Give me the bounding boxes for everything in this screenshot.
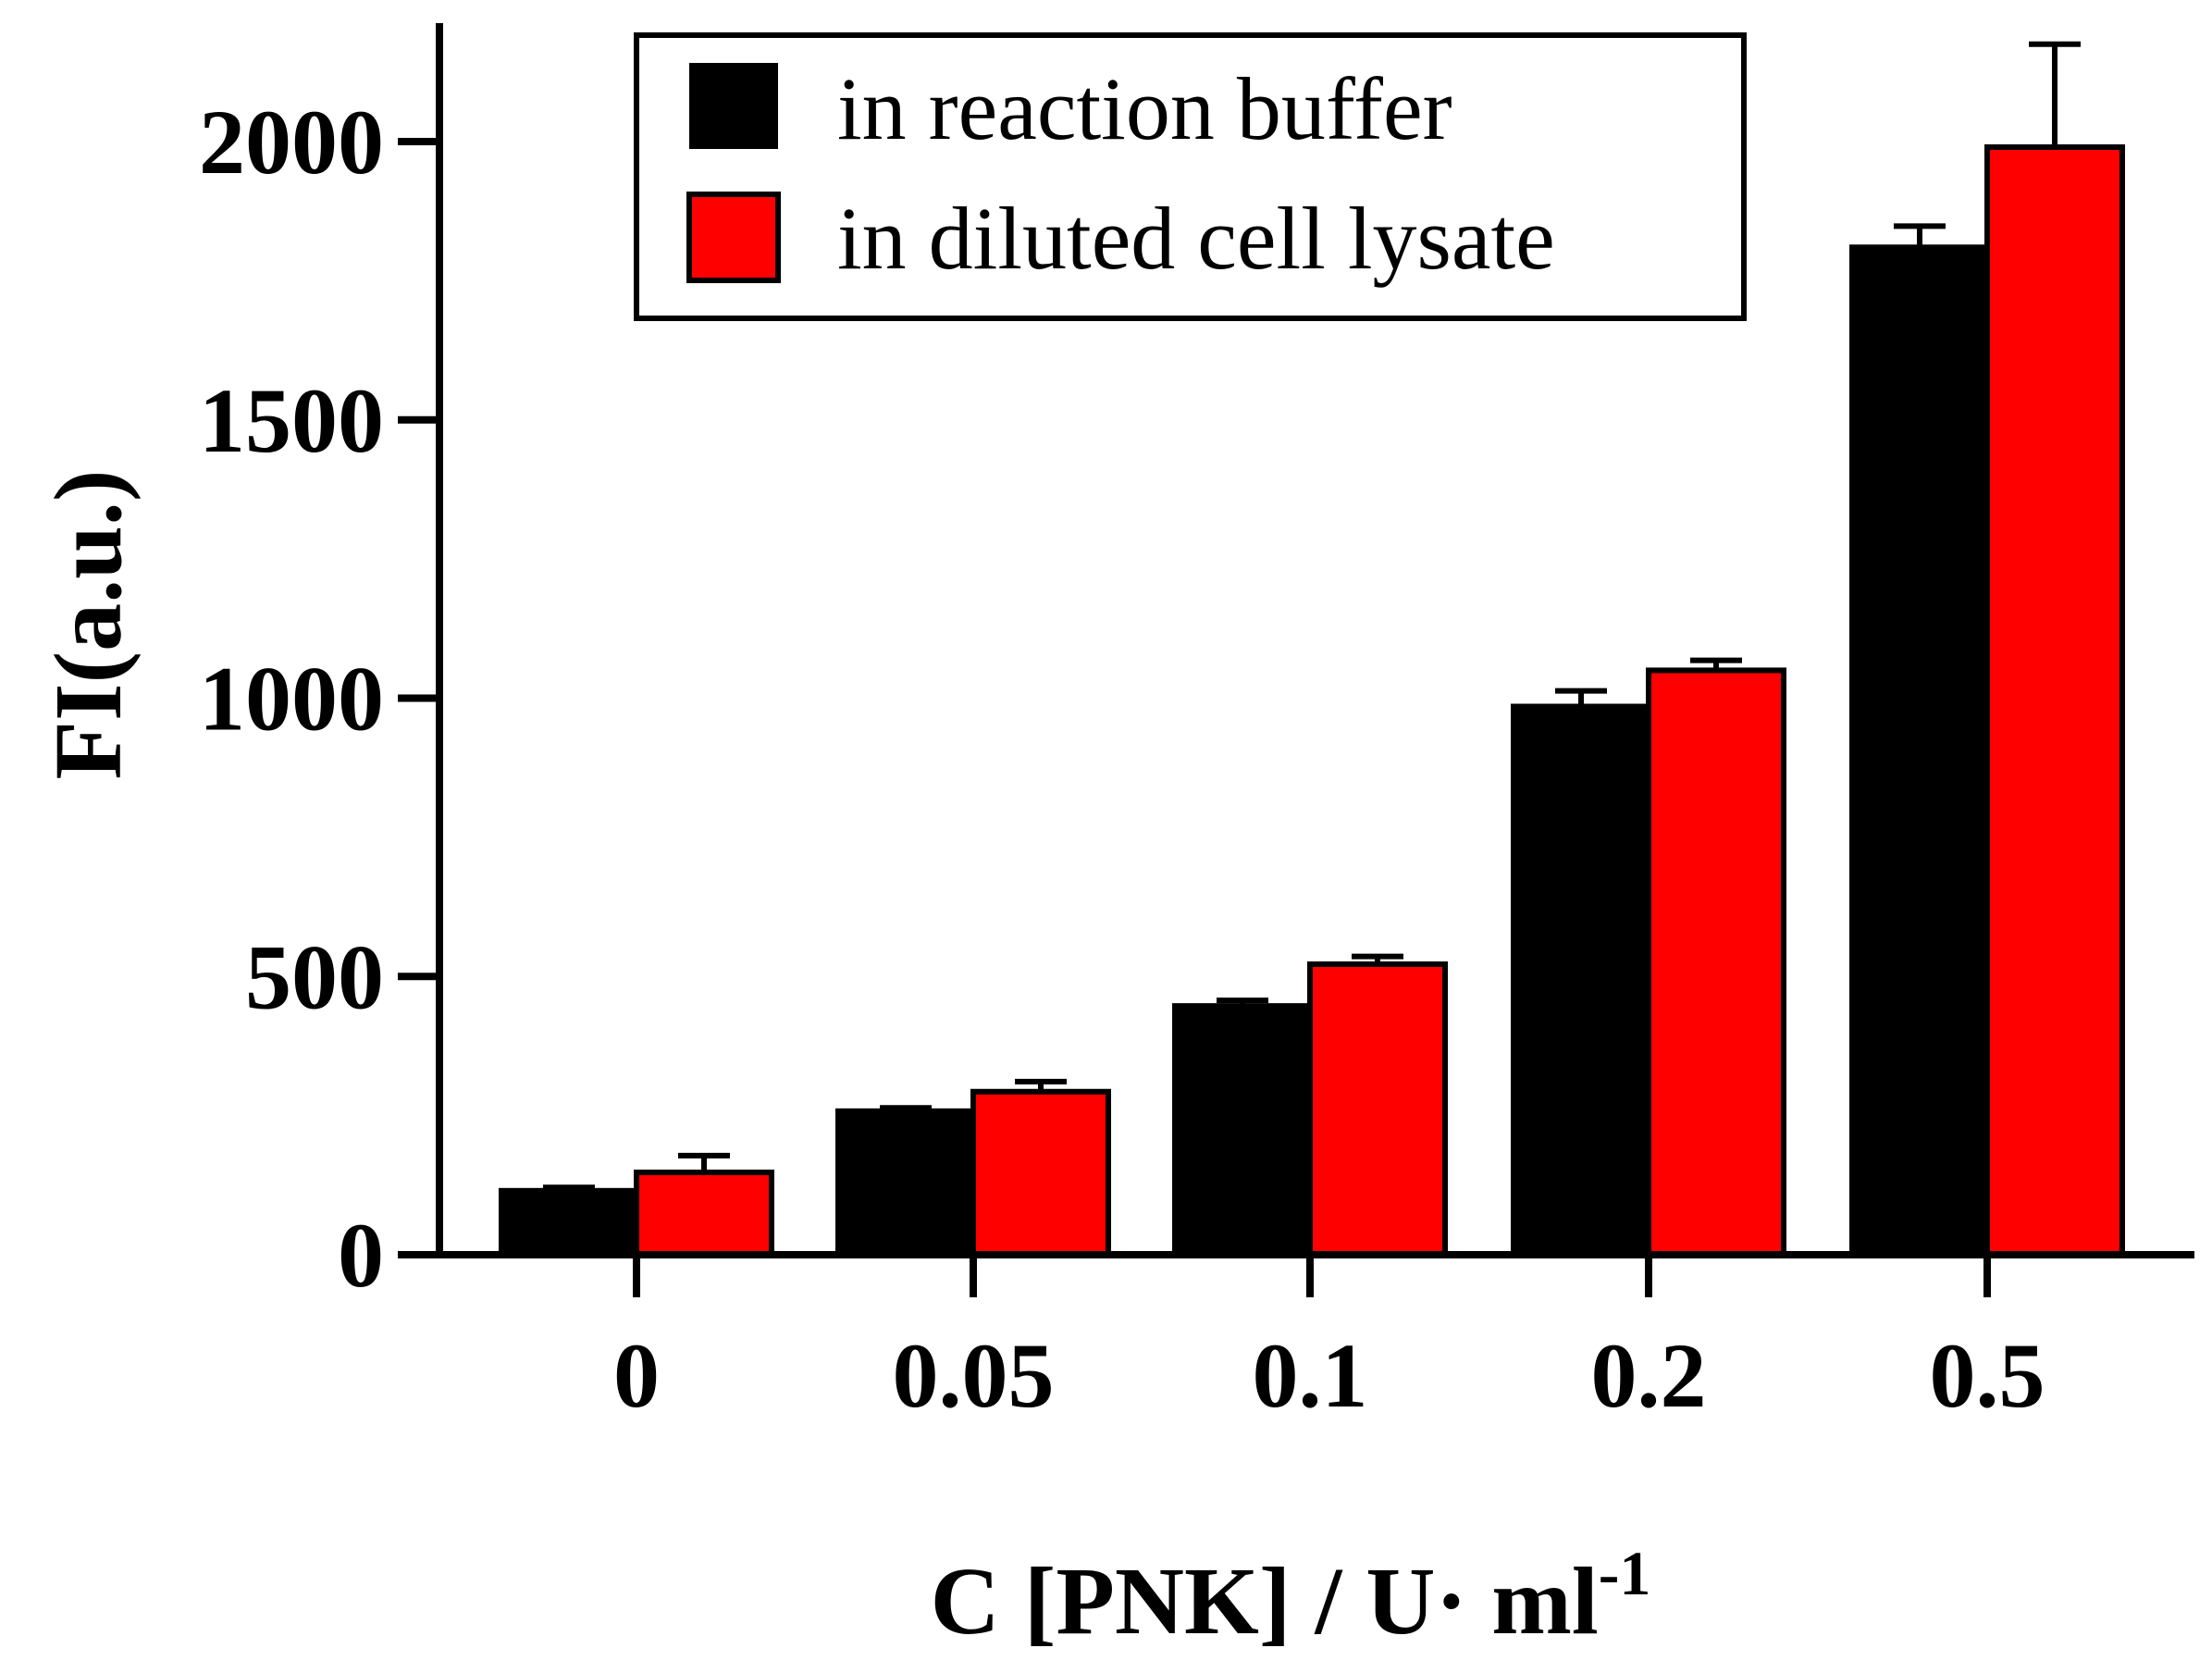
bar-reaction-buffer-0.1 [1172, 1003, 1313, 1258]
bar-reaction-buffer-0.5 [1849, 244, 1990, 1258]
bar-cell-lysate-0.2 [1646, 667, 1786, 1258]
y-tick-label-0: 0 [338, 1204, 384, 1307]
x-tick-label-0.05: 0.05 [893, 1324, 1055, 1427]
ticks-layer: 0 500 1000 1500 2000 0 0.05 0.1 0.2 0.5 [199, 91, 2045, 1427]
axes-layer [398, 23, 2194, 1258]
x-tick-label-0: 0 [613, 1324, 660, 1427]
bar-cell-lysate-0.1 [1307, 961, 1448, 1258]
legend-swatch-cell-lysate [686, 192, 781, 283]
legend-label-cell-lysate: in diluted cell lysate [837, 189, 1555, 288]
bar-cell-lysate-0.05 [970, 1088, 1111, 1258]
bar-reaction-buffer-0 [499, 1187, 639, 1258]
x-axis-title-superscript: -1 [1599, 1538, 1651, 1608]
x-tick-label-0.5: 0.5 [1930, 1324, 2045, 1427]
y-axis-title: FI(a.u.) [35, 469, 142, 779]
bar-reaction-buffer-0.2 [1511, 703, 1651, 1258]
y-tick-label-1000: 1000 [199, 648, 384, 750]
y-tick-label-1500: 1500 [199, 369, 384, 472]
bar-cell-lysate-0 [634, 1169, 774, 1258]
bar-cell-lysate-0.5 [1984, 144, 2125, 1258]
legend-box [634, 32, 1747, 321]
y-tick-label-500: 500 [245, 925, 384, 1028]
bars-layer [499, 41, 2125, 1258]
x-tick-label-0.1: 0.1 [1253, 1324, 1368, 1427]
bar-reaction-buffer-0.05 [835, 1108, 976, 1258]
x-axis-title-main: C [PNK] / U· ml [931, 1548, 1599, 1654]
x-tick-label-0.2: 0.2 [1591, 1324, 1707, 1427]
legend-label-reaction-buffer: in reaction buffer [837, 59, 1452, 158]
y-tick-label-2000: 2000 [199, 91, 384, 193]
x-axis-title: C [PNK] / U· ml-1 [931, 1538, 1651, 1654]
legend-swatch-reaction-buffer [689, 63, 778, 149]
legend: in reaction buffer in diluted cell lysat… [634, 32, 1747, 321]
